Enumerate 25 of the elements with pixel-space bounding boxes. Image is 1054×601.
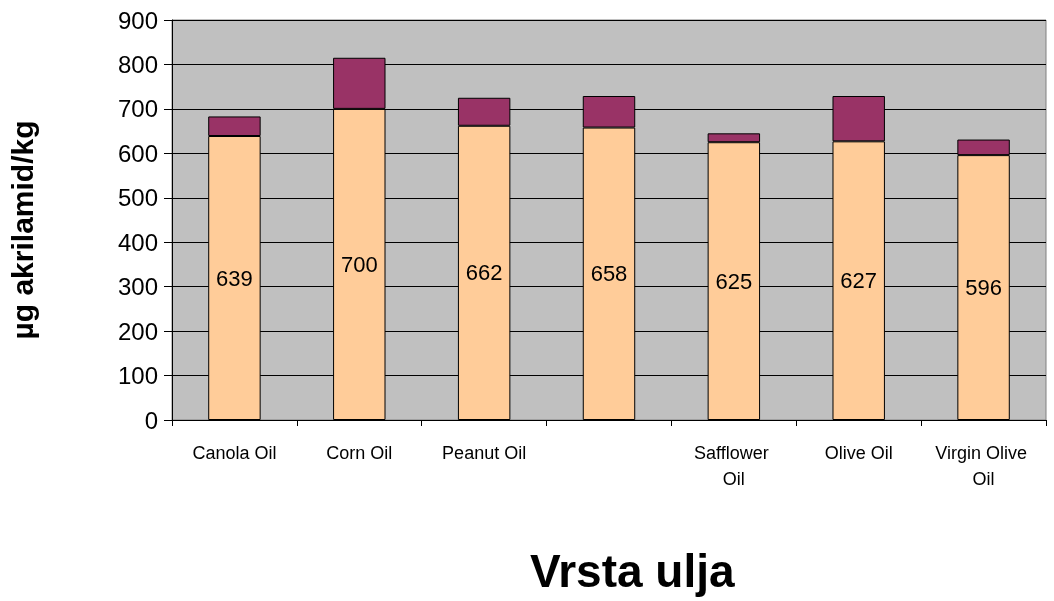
y-tick-label: 300 bbox=[117, 273, 158, 301]
data-label: 639 bbox=[216, 265, 253, 291]
y-tick-label: 400 bbox=[117, 228, 158, 256]
x-axis-title: Vrsta ulja bbox=[530, 545, 735, 597]
x-tick-label: Peanut Oil bbox=[442, 443, 527, 463]
data-label: 658 bbox=[590, 261, 628, 287]
y-axis-title: µg akrilamid/kg bbox=[5, 120, 39, 340]
y-tick-label: 200 bbox=[117, 317, 158, 345]
x-tick-label: Virgin Olive Oil bbox=[935, 443, 1032, 489]
y-tick-label: 700 bbox=[117, 95, 158, 123]
x-tick-label: Safflower Oil bbox=[694, 443, 774, 489]
data-label: 596 bbox=[965, 275, 1002, 301]
y-tick-label: 600 bbox=[117, 139, 158, 167]
x-tick-label: Corn Oil bbox=[326, 443, 393, 463]
data-label: 700 bbox=[340, 251, 378, 277]
x-tick-label: Olive Oil bbox=[824, 443, 893, 463]
y-tick-label: 800 bbox=[117, 50, 158, 78]
y-tick-label: 100 bbox=[117, 362, 158, 390]
y-tick-label: 500 bbox=[117, 184, 158, 212]
x-tick-label: Canola Oil bbox=[192, 443, 277, 463]
y-tick-label: 900 bbox=[117, 6, 158, 34]
data-label: 627 bbox=[840, 268, 878, 294]
data-label: 662 bbox=[465, 260, 503, 286]
y-tick-label: 0 bbox=[144, 406, 158, 434]
data-label: 625 bbox=[715, 268, 753, 294]
